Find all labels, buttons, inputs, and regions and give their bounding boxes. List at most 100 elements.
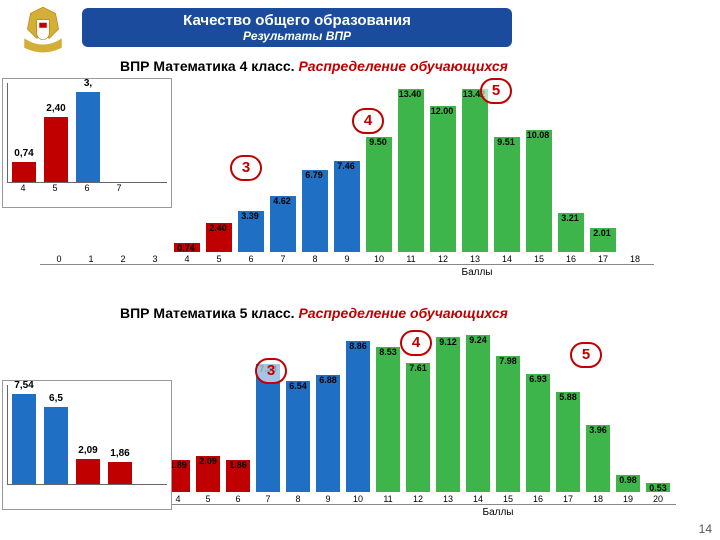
bar-xlabel: 19 — [614, 494, 642, 504]
grade-callout: 3 — [230, 155, 262, 181]
bar-value: 7.46 — [326, 161, 366, 171]
bar-xlabel: 18 — [584, 494, 612, 504]
chart4-title-prefix: ВПР Математика 4 класс. — [120, 58, 298, 74]
bar-xlabel: 9 — [332, 254, 362, 264]
bar-value: 4.62 — [262, 196, 302, 206]
mini-chart-1: 0,742,403, 4567 — [2, 78, 172, 208]
bar-col: 0 — [44, 252, 74, 264]
bar-value: 0.74 — [166, 243, 206, 253]
bar-xlabel: 10 — [344, 494, 372, 504]
header-banner: Качество общего образования Результаты В… — [82, 8, 512, 47]
bar-value: 3.21 — [550, 213, 590, 223]
bar — [494, 137, 520, 252]
bar-value: 12.00 — [422, 106, 462, 116]
chart5-title-prefix: ВПР Математика 5 класс. — [120, 305, 298, 321]
bar-col: 3.2116 — [556, 213, 586, 264]
bar-xlabel: 13 — [460, 254, 490, 264]
mini-bar-value: 7,54 — [4, 380, 44, 391]
bar-xlabel: 16 — [556, 254, 586, 264]
grade-callout: 5 — [570, 342, 602, 368]
bar-col: 2.0117 — [588, 228, 618, 264]
bar — [526, 374, 550, 492]
chart5-xlabel: Баллы — [320, 507, 676, 518]
bar — [286, 381, 310, 492]
bar-col: 8.8610 — [344, 341, 372, 504]
bar-value: 0.53 — [638, 483, 678, 493]
chart4-title-suffix: Распределение обучающихся — [298, 58, 507, 74]
bar-col: 5.8817 — [554, 392, 582, 504]
chart5-title-suffix: Распределение обучающихся — [298, 305, 507, 321]
bar — [316, 375, 340, 492]
mini-bar: 3, — [76, 92, 100, 182]
bar-xlabel: 0 — [44, 254, 74, 264]
mini-bar-xlabel: 6 — [75, 183, 99, 193]
bar-xlabel: 17 — [554, 494, 582, 504]
bar-col: 9.5010 — [364, 137, 394, 264]
bar-value: 13.40 — [390, 89, 430, 99]
bar-xlabel: 9 — [314, 494, 342, 504]
chart5-title: ВПР Математика 5 класс. Распределение об… — [120, 305, 508, 321]
page-number: 14 — [699, 522, 712, 536]
header-title: Качество общего образования — [92, 12, 502, 29]
bar-col: 1 — [76, 252, 106, 264]
bar — [334, 161, 360, 252]
bar-col: 6.889 — [314, 375, 342, 504]
mini-bar: 2,40 — [44, 117, 68, 182]
grade-callout: 5 — [480, 78, 512, 104]
bar-value: 2.01 — [582, 228, 622, 238]
bar-xlabel: 17 — [588, 254, 618, 264]
bar — [526, 130, 552, 252]
mini-chart-2: 7,546,52,091,86 — [2, 380, 172, 510]
bar-xlabel: 15 — [524, 254, 554, 264]
bar-col: 10.0815 — [524, 130, 554, 264]
bar — [462, 89, 488, 252]
mini-bar: 7,54 — [12, 394, 36, 484]
bar-xlabel: 7 — [268, 254, 298, 264]
bar-xlabel: 8 — [300, 254, 330, 264]
bar-col: 9.5114 — [492, 137, 522, 264]
bar-col: 6.548 — [284, 381, 312, 504]
bar — [302, 170, 328, 252]
mini-bar-value: 0,74 — [4, 148, 44, 159]
bar — [398, 89, 424, 252]
bar-xlabel: 13 — [434, 494, 462, 504]
bar-xlabel: 5 — [194, 494, 222, 504]
bar-col: 0.744 — [172, 243, 202, 264]
bar-col: 13.4213 — [460, 89, 490, 264]
bar — [466, 335, 490, 492]
bar-value: 1.86 — [218, 460, 258, 470]
mini-bar-value: 2,40 — [36, 103, 76, 114]
bar-col: 9.1213 — [434, 337, 462, 504]
bar-xlabel: 7 — [254, 494, 282, 504]
grade-callout: 4 — [400, 330, 432, 356]
mini-bar-xlabel: 5 — [43, 183, 67, 193]
bar-xlabel: 3 — [140, 254, 170, 264]
bar-col: 12.0012 — [428, 106, 458, 264]
bar-xlabel: 10 — [364, 254, 394, 264]
bar-col: 7.469 — [332, 161, 362, 264]
bar-col: 18 — [620, 252, 650, 264]
bar-xlabel: 11 — [396, 254, 426, 264]
bar-value: 3.39 — [230, 211, 270, 221]
bar-xlabel: 2 — [108, 254, 138, 264]
bar-value: 5.88 — [548, 392, 588, 402]
bar-xlabel: 15 — [494, 494, 522, 504]
bar — [366, 137, 392, 252]
bar-col: 1.866 — [224, 460, 252, 504]
bar-xlabel: 1 — [76, 254, 106, 264]
mini-bar-xlabel: 7 — [107, 183, 131, 193]
bar-xlabel: 12 — [404, 494, 432, 504]
chart4-title: ВПР Математика 4 класс. Распределение об… — [120, 58, 508, 74]
bar-xlabel: 14 — [492, 254, 522, 264]
bar — [376, 347, 400, 492]
bar — [436, 337, 460, 492]
bar-value: 6.88 — [308, 375, 348, 385]
bar-xlabel: 11 — [374, 494, 402, 504]
crest-icon — [10, 4, 76, 54]
bar-col: 6.798 — [300, 170, 330, 264]
bar-value: 7.61 — [398, 363, 438, 373]
bar-value: 6.93 — [518, 374, 558, 384]
bar-xlabel: 12 — [428, 254, 458, 264]
bar-col: 3 — [140, 252, 170, 264]
mini-bar: 0,74 — [12, 162, 36, 182]
